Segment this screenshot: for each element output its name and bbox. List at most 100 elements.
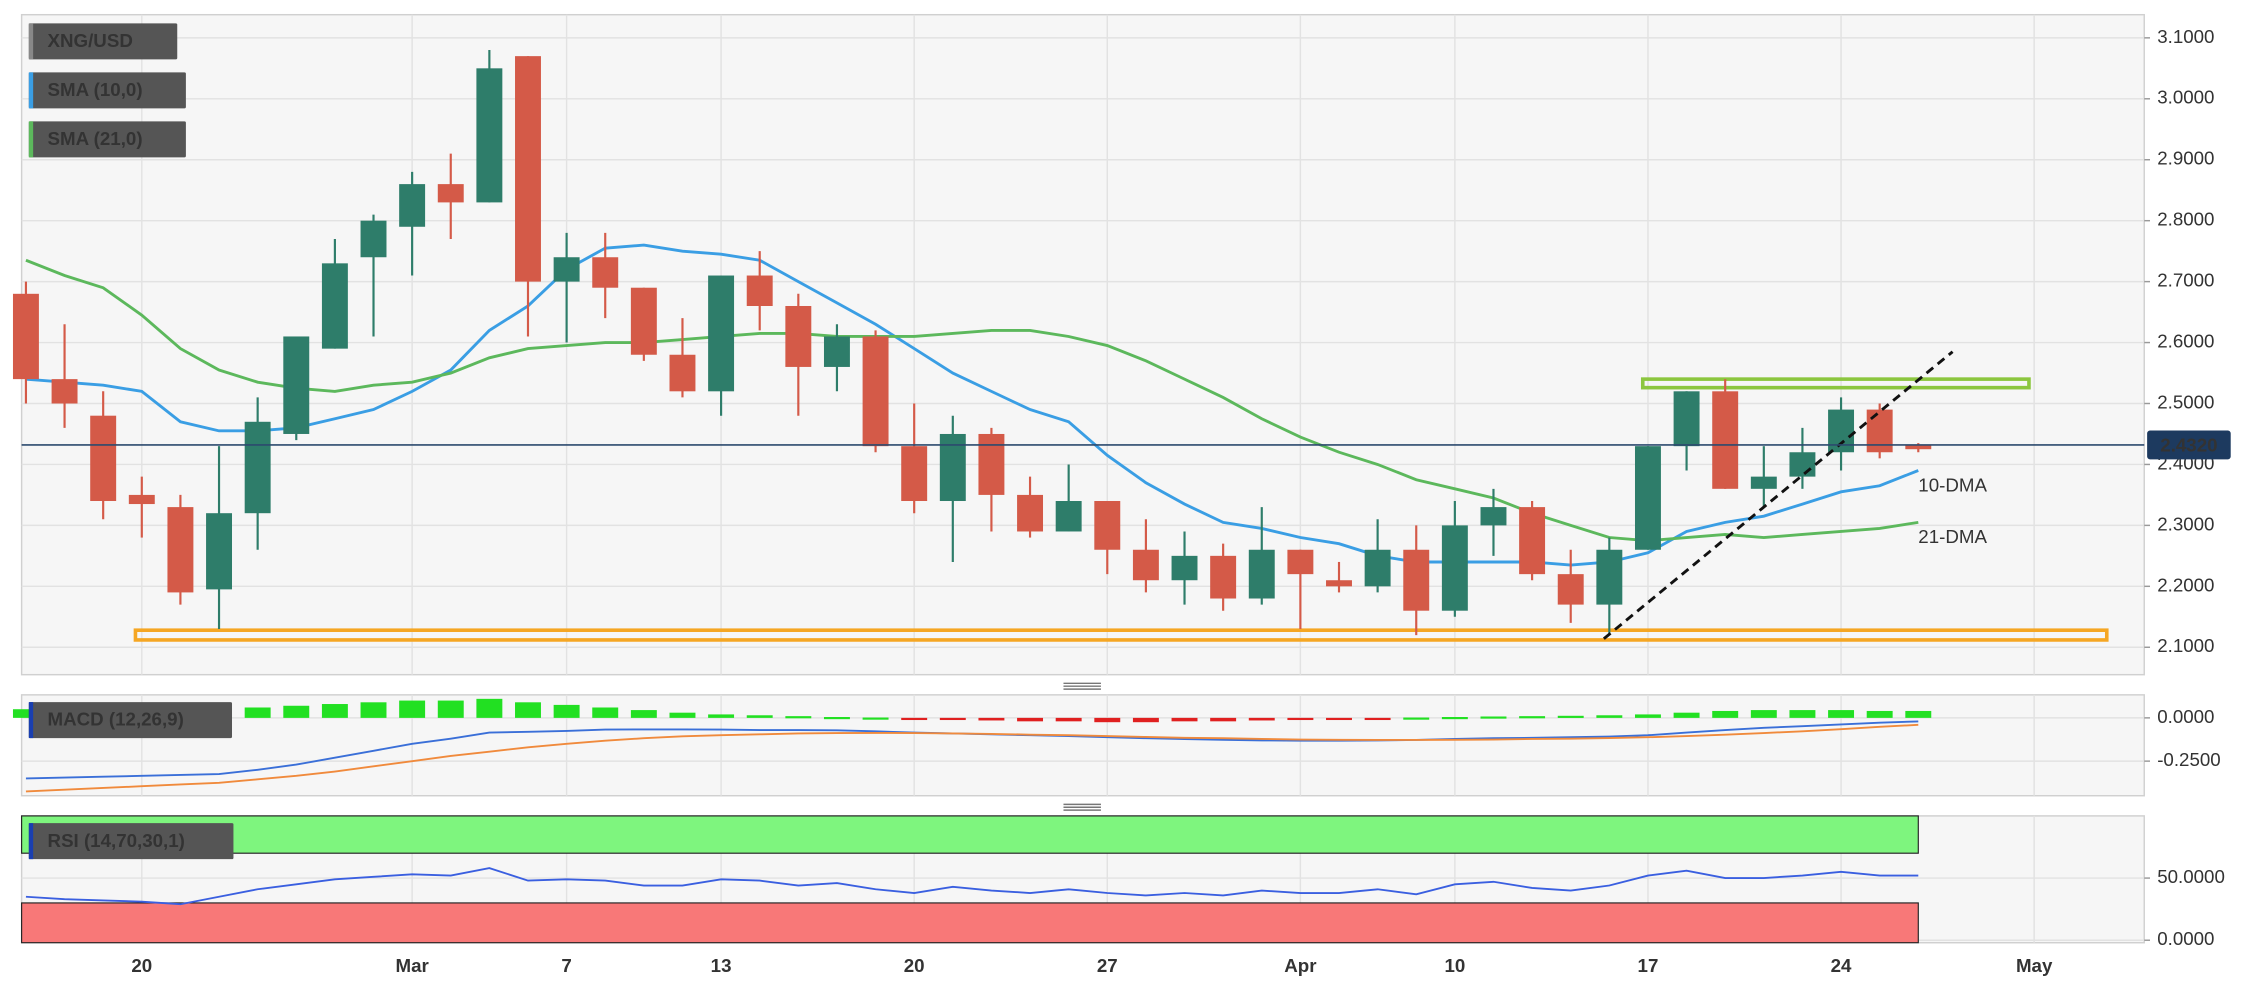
macd-histogram-bar — [1441, 717, 1468, 720]
trendline — [1602, 350, 1954, 640]
macd-histogram-bar — [1712, 710, 1739, 718]
macd-histogram-bar — [1403, 717, 1430, 720]
macd-histogram-bar — [1326, 717, 1352, 721]
y-tick-label: 2.6000 — [2157, 331, 2214, 352]
macd-histogram-bar — [1248, 717, 1275, 721]
candle-body — [669, 354, 696, 392]
candle-body — [515, 56, 541, 282]
x-tick-label: 20 — [131, 955, 152, 976]
x-tick-label: 10 — [1444, 955, 1465, 976]
y-tick-label: 2.9000 — [2157, 148, 2214, 169]
y-tick-label: 2.3000 — [2157, 513, 2214, 534]
x-tick-label: 24 — [1831, 955, 1852, 976]
macd-histogram-bar — [1055, 717, 1082, 722]
macd-histogram-bar — [12, 709, 39, 718]
candle-body — [708, 275, 735, 392]
legend-box — [28, 121, 186, 158]
legend-label: SMA (10,0) — [48, 79, 143, 100]
macd-histogram-bar — [360, 702, 387, 718]
y-tick-label: 3.1000 — [2157, 26, 2214, 47]
x-tick-label: Apr — [1284, 955, 1316, 976]
macd-histogram-bar — [1828, 710, 1855, 718]
x-tick-label: Mar — [395, 955, 428, 976]
macd-histogram-bar — [630, 710, 657, 718]
candle-body — [128, 494, 155, 505]
candle-body — [1750, 476, 1777, 489]
macd-histogram-bar — [283, 705, 310, 718]
candle-body — [1557, 574, 1584, 605]
macd-histogram-bar — [553, 704, 580, 718]
macd-histogram-bar — [244, 707, 271, 718]
y-tick-label: 2.5000 — [2157, 391, 2214, 412]
candle-body — [206, 513, 233, 590]
candle-body — [1441, 525, 1468, 611]
oversold-band — [21, 902, 1919, 944]
candle-body — [1866, 409, 1893, 453]
candle-body — [321, 263, 348, 349]
candle-body — [1789, 452, 1816, 477]
candle-body — [978, 433, 1005, 495]
candle-body — [360, 220, 387, 258]
candle-body — [1248, 549, 1275, 599]
macd-histogram-bar — [746, 715, 773, 718]
macd-histogram-bar — [321, 704, 348, 718]
candle-body — [823, 336, 850, 367]
legend-stripe — [28, 72, 34, 109]
y-tick-label: 50.0000 — [2157, 866, 2225, 887]
macd-histogram-bar — [1287, 717, 1314, 721]
macd-histogram-bar — [1519, 716, 1546, 719]
candle-body — [1017, 494, 1044, 532]
candle-body — [862, 336, 889, 447]
legend-stripe — [28, 121, 34, 158]
macd-histogram-bar — [437, 700, 464, 718]
macd-histogram-bar — [399, 700, 426, 718]
macd-histogram-bar — [785, 716, 812, 719]
macd-histogram-bar — [901, 717, 928, 721]
candle-body — [1210, 555, 1237, 599]
macd-histogram-bar — [1750, 710, 1777, 718]
legend-label: RSI (14,70,30,1) — [48, 830, 185, 851]
candle-body — [476, 68, 503, 203]
macd-histogram-bar — [1132, 717, 1159, 723]
candle-body — [51, 379, 78, 404]
candle-body — [746, 275, 773, 306]
candle-body — [283, 336, 310, 434]
candle-body — [1171, 555, 1198, 581]
candle-body — [1480, 507, 1507, 526]
candle-body — [1403, 549, 1430, 611]
macd-histogram-bar — [1866, 710, 1893, 718]
candle-body — [1673, 391, 1700, 447]
macd-histogram-bar — [515, 702, 541, 718]
y-tick-label: 2.8000 — [2157, 209, 2214, 230]
x-tick-label: 20 — [904, 955, 925, 976]
sma-line — [25, 258, 1919, 543]
y-tick-label: 0.0000 — [2157, 706, 2214, 727]
macd-histogram-bar — [1171, 717, 1198, 722]
candle-body — [939, 433, 966, 502]
y-tick-label: 2.1000 — [2157, 635, 2214, 656]
macd-histogram-bar — [592, 707, 619, 718]
macd-histogram-bar — [978, 717, 1005, 721]
candle-body — [785, 305, 812, 367]
legend-stripe — [28, 702, 34, 739]
candle-body — [1905, 444, 1932, 450]
y-tick-label: 2.2000 — [2157, 574, 2214, 595]
candle-body — [630, 287, 657, 355]
resistance-zone — [1640, 377, 2031, 390]
candle-body — [12, 293, 39, 380]
x-tick-label: 7 — [561, 955, 571, 976]
legend-box — [28, 823, 234, 860]
candle-body — [90, 415, 117, 502]
legend-box — [28, 702, 233, 739]
x-tick-label: 13 — [711, 955, 732, 976]
candle-body — [1634, 446, 1661, 550]
macd-histogram-bar — [476, 698, 503, 718]
macd-histogram-bar — [1480, 716, 1507, 719]
candle-body — [244, 421, 271, 514]
ma-annotation: 21-DMA — [1918, 526, 1987, 547]
candle-body — [1094, 501, 1121, 550]
macd-line — [25, 723, 1919, 793]
candle-body — [1055, 501, 1082, 532]
support-zone — [133, 628, 2109, 642]
